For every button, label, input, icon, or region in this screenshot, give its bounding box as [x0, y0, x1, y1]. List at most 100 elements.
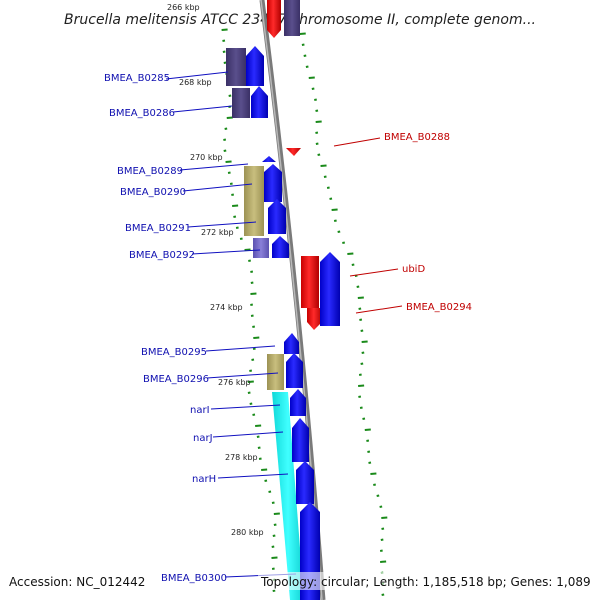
cog-top-purple: [284, 0, 300, 36]
gene-bmea-b0289[interactable]: [262, 156, 276, 162]
gc-skew-mark: [273, 523, 277, 526]
cog-block-0295: [267, 354, 304, 600]
gc-skew-mark: [252, 325, 256, 328]
gene-bmea-b0295[interactable]: [284, 333, 299, 354]
gene-bmea-b0294[interactable]: [320, 252, 340, 326]
gc-skew-mark: [229, 182, 233, 185]
gc-skew-mark: [367, 450, 371, 453]
gc-skew-mark: [261, 468, 268, 471]
gene-ubiD[interactable]: [301, 256, 322, 330]
gc-skew-mark: [221, 28, 228, 31]
gc-skew-mark: [223, 61, 227, 64]
gc-skew-mark: [379, 505, 383, 508]
gc-skew-mark: [268, 490, 272, 493]
gc-skew-mark: [333, 219, 337, 222]
gene-label[interactable]: BMEA_B0300: [161, 573, 227, 584]
gc-skew-mark: [271, 545, 275, 548]
gene-label[interactable]: narI: [190, 405, 210, 416]
gc-skew-mark: [255, 424, 262, 427]
gc-skew-mark: [227, 171, 231, 174]
gene-bmea-b0285[interactable]: [246, 46, 264, 86]
gc-skew-mark: [381, 516, 388, 519]
gc-skew-mark: [354, 274, 358, 277]
gene-label[interactable]: BMEA_B0290: [120, 187, 186, 198]
kbp-label: 268 kbp: [179, 78, 212, 87]
gc-skew-mark: [373, 483, 376, 486]
gene-bmea-b0290[interactable]: [264, 164, 282, 202]
gc-skew-mark: [222, 39, 226, 42]
gc-skew-mark: [256, 435, 260, 438]
gene-bmea-b0292[interactable]: [272, 236, 289, 258]
gc-skew-mark: [364, 428, 371, 431]
gc-skew-mark: [317, 153, 321, 156]
gc-skew-mark: [303, 54, 307, 57]
kbp-label: 270 kbp: [190, 153, 223, 162]
gc-skew-mark: [359, 318, 363, 321]
gc-skew-mark: [232, 204, 239, 207]
gc-skew-mark: [315, 120, 322, 123]
gene-bmea-b0296[interactable]: [286, 353, 303, 388]
gc-skew-mark: [253, 336, 260, 339]
kbp-label: 272 kbp: [201, 228, 234, 237]
gc-skew-mark: [356, 285, 360, 288]
gc-skew-mark: [250, 270, 254, 273]
gc-skew-mark: [252, 347, 256, 350]
gene-bmea-b0291[interactable]: [268, 199, 286, 234]
gc-skew-mark: [223, 138, 227, 141]
footer-topology-bg: [258, 572, 594, 590]
gene-label[interactable]: BMEA_B0292: [129, 250, 195, 261]
gc-skew-mark: [342, 241, 346, 244]
gc-skew-mark: [301, 43, 305, 46]
gene-label[interactable]: ubiD: [402, 264, 425, 275]
gene-label[interactable]: BMEA_B0289: [117, 166, 183, 177]
gc-skew-mark: [331, 208, 338, 211]
gene-top-red[interactable]: [267, 0, 281, 38]
gene-label[interactable]: BMEA_B0291: [125, 223, 191, 234]
gc-skew-mark: [358, 395, 362, 398]
gc-skew-mark: [258, 457, 262, 460]
gc-skew-mark: [381, 527, 385, 530]
kbp-label: 280 kbp: [231, 528, 264, 537]
gc-skew-mark: [250, 314, 254, 317]
gene-narH[interactable]: [296, 461, 314, 504]
gc-skew-mark: [249, 402, 253, 405]
gc-skew-mark: [248, 259, 251, 262]
gc-skew-mark: [251, 358, 255, 361]
gc-skew-mark: [308, 76, 315, 79]
gene-label[interactable]: BMEA_B0295: [141, 347, 207, 358]
gene-label[interactable]: BMEA_B0296: [143, 374, 209, 385]
gene-label[interactable]: BMEA_B0285: [104, 73, 170, 84]
gene-label[interactable]: narH: [192, 474, 216, 485]
gc-skew-mark: [223, 149, 227, 152]
gc-skew-mark: [326, 186, 330, 189]
gc-skew-mark: [320, 164, 327, 167]
gc-skew-mark: [314, 98, 317, 101]
gene-bmea-b0286[interactable]: [251, 86, 268, 118]
gc-skew-mark: [359, 406, 363, 409]
cog-block-0285: [226, 48, 250, 118]
gene-labels-left: BMEA_B0285 BMEA_B0286 BMEA_B0289 BMEA_B0…: [104, 73, 227, 584]
gc-skew-mark: [249, 369, 253, 372]
gene-narJ[interactable]: [292, 418, 309, 462]
gc-skew-mark: [225, 160, 232, 163]
gc-skew-mark: [380, 560, 387, 563]
gene-bmea-b0288[interactable]: [286, 148, 301, 156]
gc-skew-mark: [380, 538, 384, 541]
gc-skew-mark: [305, 65, 309, 68]
gc-skew-mark: [357, 296, 364, 299]
gc-skew-mark: [273, 512, 280, 515]
gene-labels-right: BMEA_B0288 ubiD BMEA_B0294: [384, 132, 472, 313]
gc-skew-mark: [272, 534, 276, 537]
gc-skew-mark: [361, 340, 368, 343]
gene-narI[interactable]: [290, 389, 306, 416]
gene-label[interactable]: BMEA_B0286: [109, 108, 175, 119]
gc-skew-mark: [247, 391, 251, 394]
gc-skew-mark: [231, 193, 235, 196]
gene-label[interactable]: narJ: [193, 433, 213, 444]
gc-skew-mark: [271, 556, 278, 559]
gene-label[interactable]: BMEA_B0294: [406, 302, 472, 313]
gc-skew-mark: [351, 263, 355, 266]
gc-skew-mark: [362, 417, 366, 420]
gc-skew-mark: [323, 175, 327, 178]
gene-label[interactable]: BMEA_B0288: [384, 132, 450, 143]
